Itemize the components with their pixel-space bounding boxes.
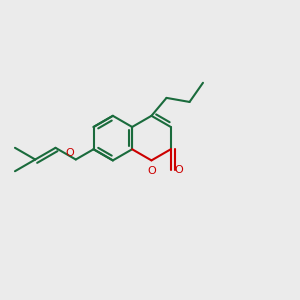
Text: O: O: [174, 165, 183, 175]
Text: O: O: [147, 166, 156, 176]
Text: O: O: [65, 148, 74, 158]
